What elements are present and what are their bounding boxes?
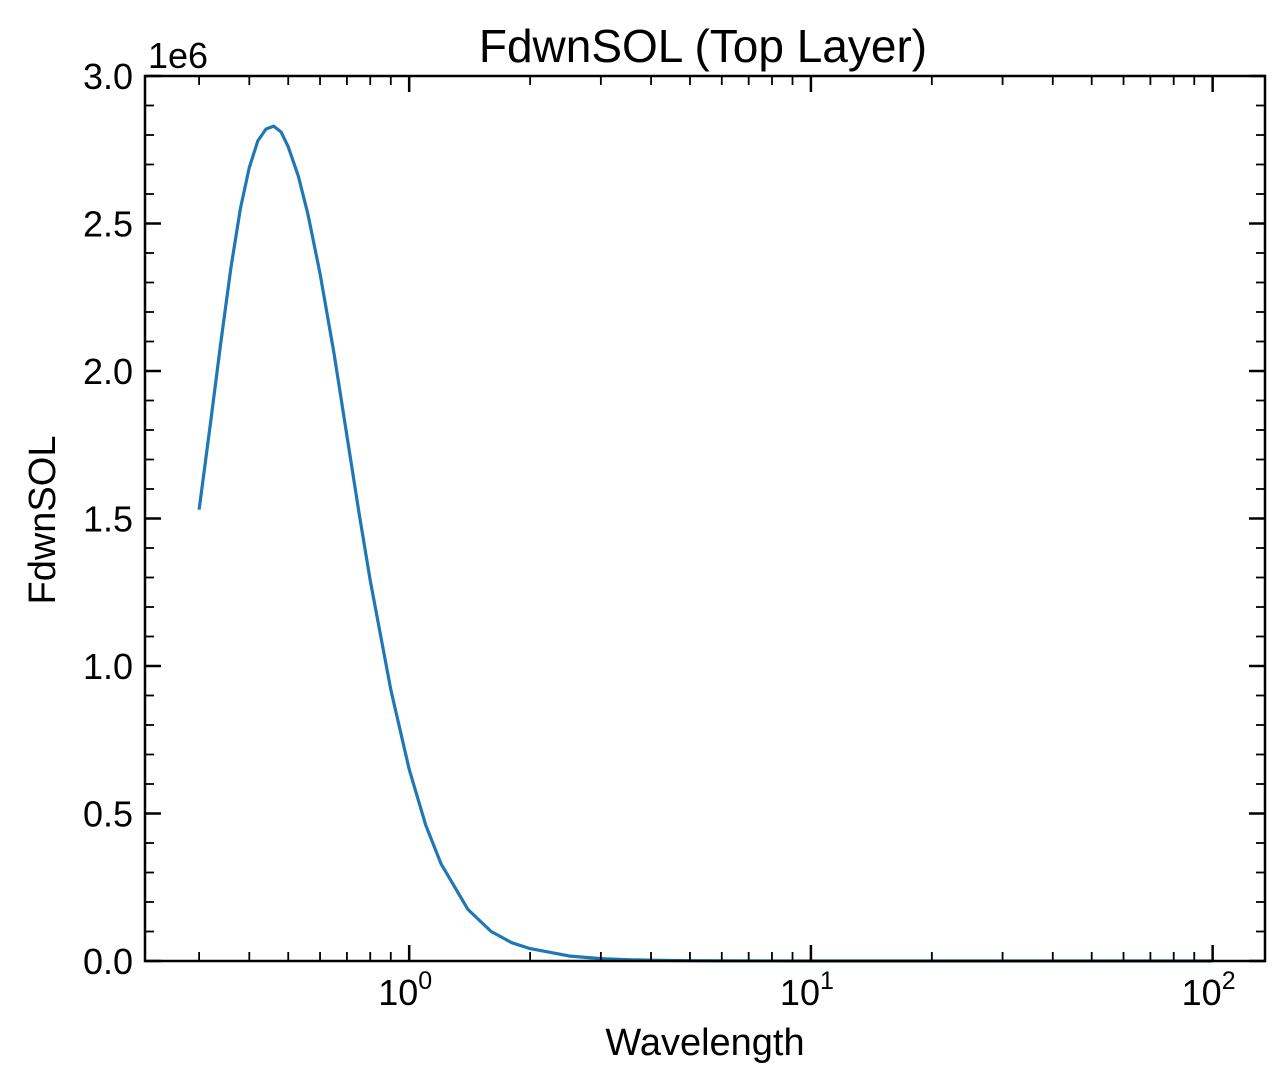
x-tick-label: 100 [378, 967, 432, 1013]
y-tick-label: 3.0 [83, 56, 133, 97]
x-tick-label: 101 [780, 967, 834, 1013]
y-axis-offset-text: 1e6 [148, 35, 208, 76]
x-axis-ticks: 100 101 102 [378, 76, 1236, 1013]
y-tick-label: 2.5 [83, 204, 133, 245]
chart-title: FdwnSOL (Top Layer) [479, 20, 927, 72]
y-tick-label: 1.5 [83, 499, 133, 540]
y-axis-ticks: 0.0 0.5 1.0 1.5 2.0 2.5 3.0 [83, 56, 1265, 982]
minor-ticks [145, 76, 1265, 961]
x-tick-label: 102 [1182, 967, 1236, 1013]
y-tick-label: 0.0 [83, 941, 133, 982]
y-tick-label: 1.0 [83, 646, 133, 687]
x-axis-label: Wavelength [605, 1022, 804, 1064]
y-axis-label: FdwnSOL [22, 436, 64, 605]
y-tick-label: 2.0 [83, 351, 133, 392]
y-tick-label: 0.5 [83, 794, 133, 835]
